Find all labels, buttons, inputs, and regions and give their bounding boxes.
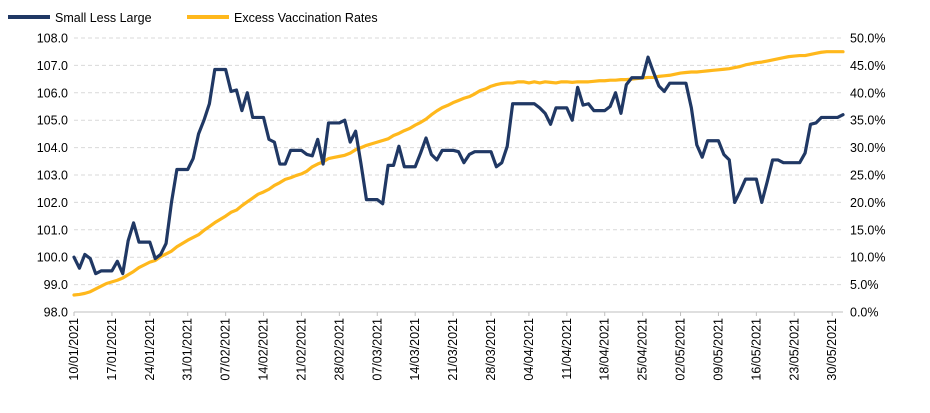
right-tick-label: 25.0% [850, 169, 885, 183]
x-tick-label: 02/05/2021 [674, 318, 688, 381]
left-tick-label: 98.0 [44, 306, 68, 320]
right-tick-label: 45.0% [850, 59, 885, 73]
x-tick-label: 16/05/2021 [749, 318, 763, 381]
x-tick-label: 04/04/2021 [522, 318, 536, 381]
gridlines [74, 37, 843, 286]
x-tick-label: 28/03/2021 [484, 318, 498, 381]
x-tick-label: 14/02/2021 [257, 318, 271, 381]
left-tick-label: 101.0 [37, 223, 68, 237]
left-tick-label: 100.0 [37, 251, 68, 265]
right-tick-label: 5.0% [850, 278, 879, 292]
right-tick-label: 35.0% [850, 114, 885, 128]
right-tick-label: 20.0% [850, 196, 885, 210]
left-tick-label: 102.0 [37, 196, 68, 210]
legend: Small Less Large Excess Vaccination Rate… [8, 11, 378, 25]
series-line-small-less-large [72, 55, 845, 276]
left-tick-label: 107.0 [37, 59, 68, 73]
x-tick-label: 18/04/2021 [598, 318, 612, 381]
x-tick-label: 28/02/2021 [332, 318, 346, 381]
x-tick-label: 21/02/2021 [294, 318, 308, 381]
x-tick-label: 14/03/2021 [408, 318, 422, 381]
right-y-axis: 0.0% 5.0% 10.0% 15.0% 20.0% 25.0% 30.0% 35.0% 40… [850, 32, 885, 320]
x-tick-label: 09/05/2021 [711, 318, 725, 381]
x-axis: 10/01/2021 17/01/2021 24/01/2021 31/01/2021… [67, 311, 843, 381]
x-tick-label: 24/01/2021 [143, 318, 157, 381]
right-tick-label: 30.0% [850, 141, 885, 155]
left-tick-label: 104.0 [37, 141, 68, 155]
left-tick-label: 99.0 [44, 278, 68, 292]
x-tick-label: 07/03/2021 [370, 318, 384, 381]
legend-label-small-less-large: Small Less Large [55, 11, 152, 25]
series-line-excess-vaccination-rates [72, 50, 845, 297]
legend-label-excess-vaccination-rates: Excess Vaccination Rates [234, 11, 378, 25]
x-tick-label: 25/04/2021 [636, 318, 650, 381]
left-tick-label: 108.0 [37, 32, 68, 46]
x-tick-label: 17/01/2021 [105, 318, 119, 381]
right-tick-label: 10.0% [850, 251, 885, 265]
left-tick-label: 103.0 [37, 169, 68, 183]
left-tick-label: 106.0 [37, 86, 68, 100]
left-y-axis: 98.0 99.0 100.0 101.0 102.0 103.0 104.0 105.0 10… [37, 32, 68, 320]
x-tick-label: 11/04/2021 [560, 318, 574, 380]
left-tick-label: 105.0 [37, 114, 68, 128]
right-tick-label: 0.0% [850, 306, 879, 320]
right-tick-label: 15.0% [850, 223, 885, 237]
x-tick-label: 30/05/2021 [825, 318, 839, 381]
right-tick-label: 50.0% [850, 32, 885, 46]
x-tick-label: 23/05/2021 [787, 318, 801, 381]
x-tick-label: 21/03/2021 [446, 318, 460, 381]
right-tick-label: 40.0% [850, 86, 885, 100]
series-layer [72, 50, 845, 297]
x-tick-label: 31/01/2021 [181, 318, 195, 381]
x-tick-label: 07/02/2021 [219, 318, 233, 381]
x-tick-label: 10/01/2021 [67, 318, 81, 381]
